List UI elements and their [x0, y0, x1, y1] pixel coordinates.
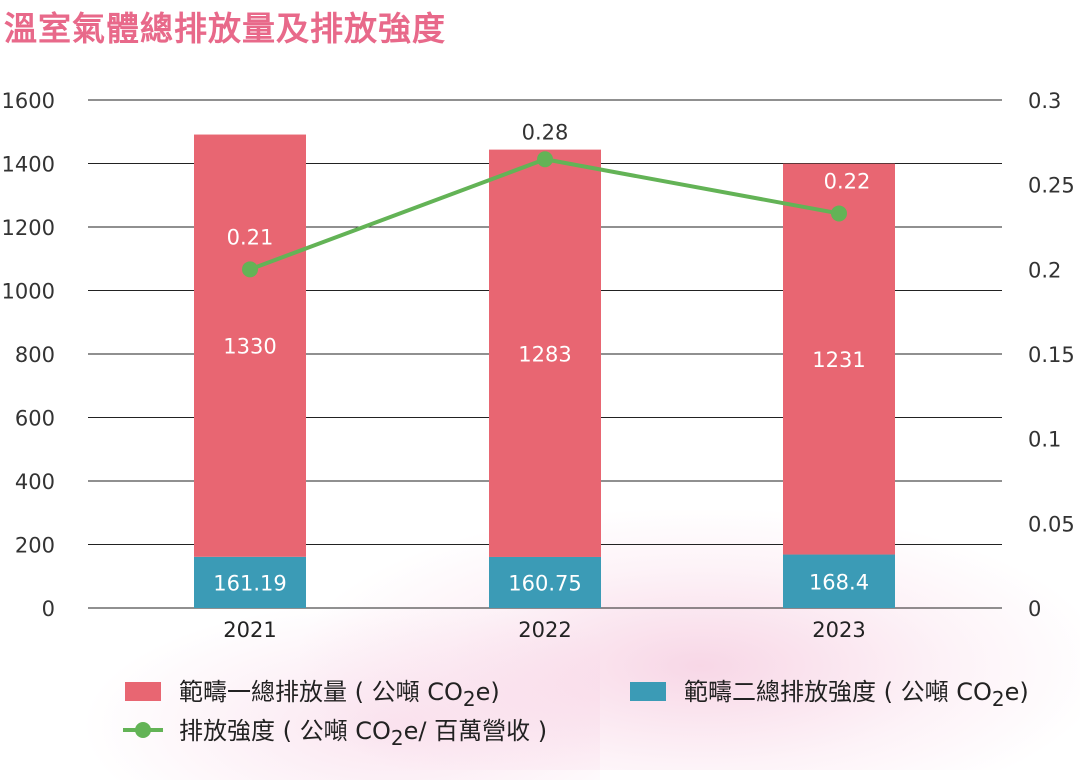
chart-title: 溫室氣體總排放量及排放強度 [4, 9, 446, 48]
y-tick-label: 1400 [2, 153, 55, 177]
y2-tick-label: 0 [1028, 597, 1041, 621]
bar-line-chart: 0 200 400 600 800 1000 1200 1400 1600 0 0.05 0.1 0.… [2, 89, 1075, 642]
bar-scope2-value-label: 161.19 [213, 571, 286, 595]
intensity-point [537, 151, 553, 168]
y-tick-label: 1200 [2, 216, 55, 240]
intensity-point [831, 205, 847, 222]
x-tick-label: 2023 [812, 618, 865, 642]
y-tick-label: 600 [15, 407, 55, 431]
bar-scope2 [194, 556, 306, 608]
y-tick-label: 800 [15, 343, 55, 367]
left-axis: 0 200 400 600 800 1000 1200 1400 1600 [2, 89, 55, 621]
y2-tick-label: 0.15 [1028, 343, 1075, 367]
y2-tick-label: 0.25 [1028, 174, 1075, 198]
right-axis: 0 0.05 0.1 0.15 0.2 0.25 0.3 [1028, 89, 1075, 621]
y2-tick-label: 0.1 [1028, 428, 1061, 452]
y2-tick-label: 0.2 [1028, 258, 1061, 282]
y2-tick-label: 0.05 [1028, 512, 1075, 536]
y2-tick-label: 0.3 [1028, 89, 1061, 113]
bar-scope2 [489, 556, 601, 608]
bar-scope2-value-label: 168.4 [809, 570, 869, 594]
bar-scope1-value-label: 1283 [518, 342, 571, 366]
x-tick-label: 2022 [518, 618, 571, 642]
bar-scope1-value-label: 1231 [812, 348, 865, 372]
bar-scope1 [194, 134, 306, 557]
intensity-line: 0.21 0.28 0.22 [227, 120, 871, 278]
intensity-point [242, 261, 258, 278]
intensity-value-label: 0.21 [227, 225, 274, 249]
y-tick-label: 200 [15, 534, 55, 558]
y-tick-label: 1000 [2, 280, 55, 304]
y-tick-label: 400 [15, 470, 55, 494]
intensity-value-label: 0.28 [522, 120, 569, 144]
bars: 161.19 1330 160.75 1283 168.4 1231 [194, 134, 895, 608]
bar-scope2 [783, 554, 895, 608]
bar-scope1 [489, 149, 601, 557]
y-tick-label: 0 [42, 597, 55, 621]
bar-scope1-value-label: 1330 [223, 335, 276, 359]
intensity-value-label: 0.22 [824, 169, 871, 193]
x-axis-labels: 2021 2022 2023 [223, 618, 865, 642]
bar-scope1 [783, 163, 895, 555]
y-tick-label: 1600 [2, 89, 55, 113]
bar-scope2-value-label: 160.75 [508, 571, 581, 595]
x-tick-label: 2021 [223, 618, 276, 642]
